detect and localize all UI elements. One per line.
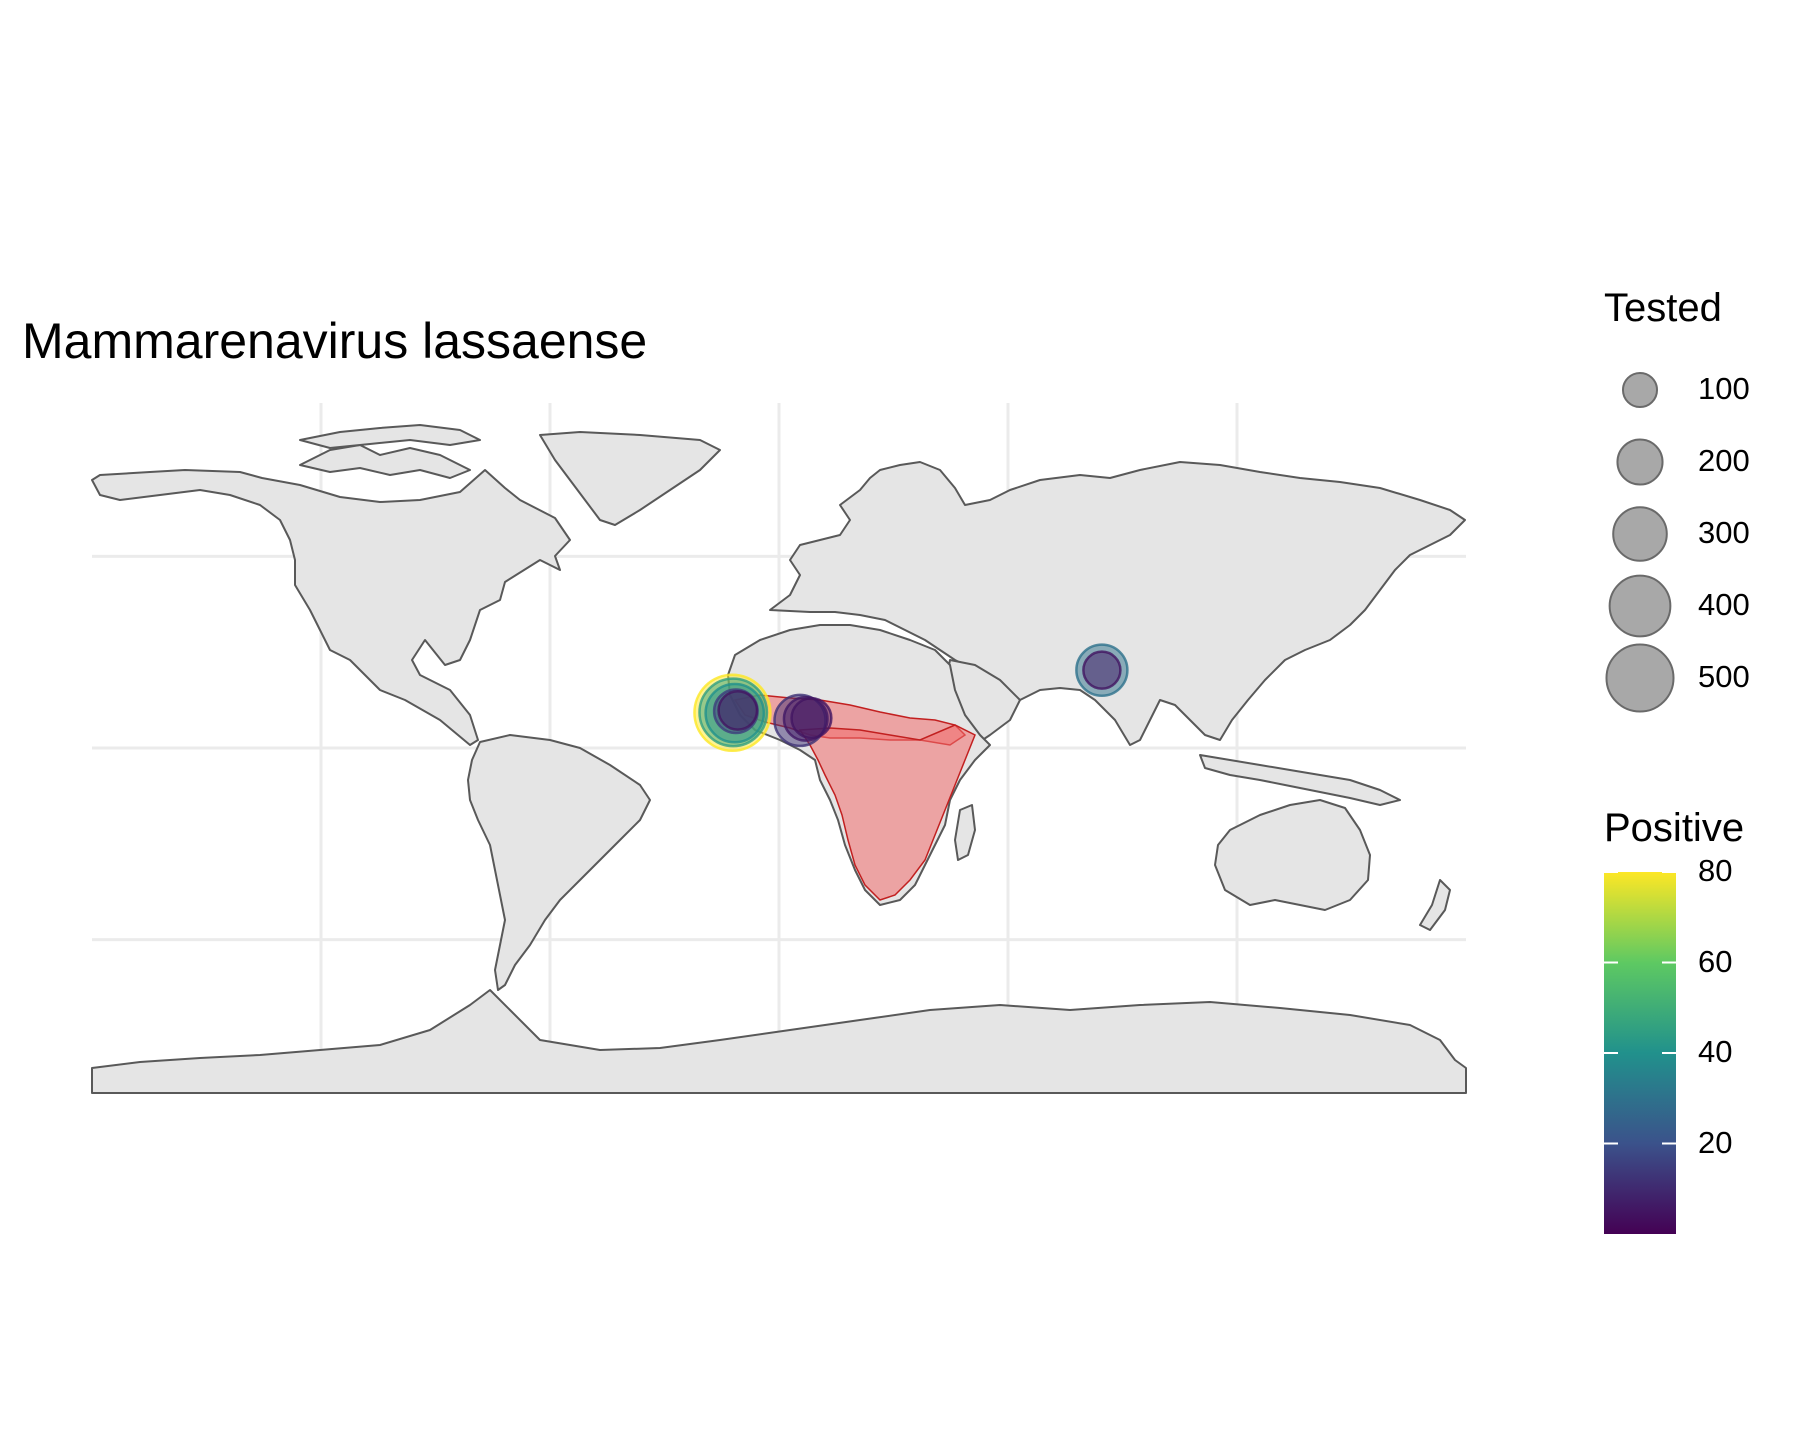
positive-legend-label: 40 <box>1698 1034 1733 1069</box>
colorbar-ticks <box>1604 871 1676 1145</box>
positive-legend-label: 60 <box>1698 943 1733 979</box>
tested-legend-label: 400 <box>1698 587 1750 622</box>
tested-legend-title: Tested <box>1604 286 1722 330</box>
tested-legend-label: 200 <box>1698 443 1750 478</box>
tested-legend-key <box>1608 574 1672 638</box>
greenland-land <box>539 431 721 526</box>
north-america-land <box>91 469 571 746</box>
positive-color-legend <box>1604 871 1676 1234</box>
south-america-land <box>467 734 651 991</box>
sample-points <box>693 643 1129 752</box>
tested-legend-label: 500 <box>1698 659 1750 694</box>
range-central-east-africa <box>798 724 976 901</box>
tested-legend-label: 100 <box>1698 371 1750 406</box>
sample-point <box>1082 650 1122 690</box>
sample-point <box>790 696 833 740</box>
sample-point <box>717 689 759 731</box>
madagascar-land <box>954 804 976 861</box>
positive-legend-title: Positive <box>1604 806 1745 850</box>
australia-land <box>1214 799 1371 911</box>
maritime-se-asia-land <box>1199 754 1401 806</box>
plot-title: Mammarenavirus lassaense <box>22 313 648 369</box>
antarctica-land <box>91 989 1467 1094</box>
positive-legend-label: 80 <box>1698 853 1733 888</box>
arctic-islands-land <box>299 444 471 479</box>
tested-legend-key <box>1612 506 1668 562</box>
tested-legend-key <box>1621 371 1659 409</box>
tested-legend-label: 300 <box>1698 515 1750 550</box>
tested-legend-key <box>1616 438 1664 486</box>
tested-size-legend <box>1605 371 1675 713</box>
arctic-islands-north <box>299 424 481 449</box>
tested-legend-key <box>1605 643 1675 713</box>
new-zealand-land <box>1419 879 1451 931</box>
positive-legend-label: 20 <box>1698 1124 1733 1160</box>
